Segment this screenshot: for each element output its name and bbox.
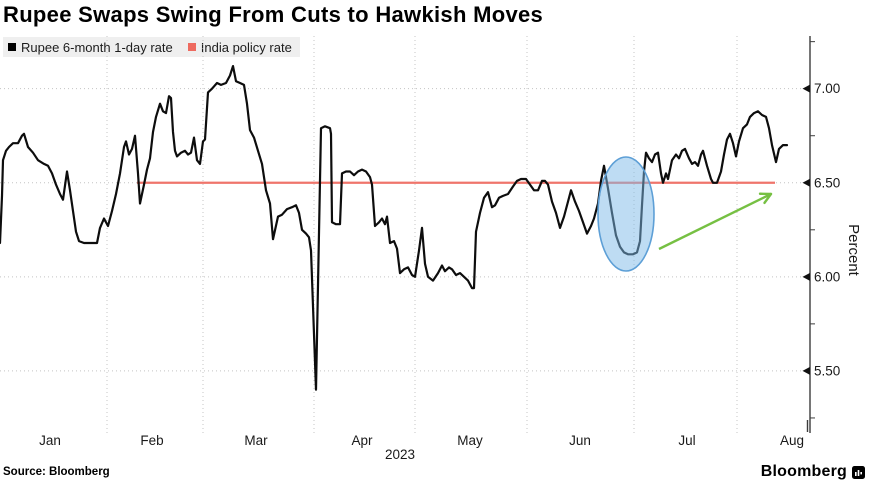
bloomberg-wordmark: Bloomberg [760, 463, 847, 480]
highlight-ellipse-annotation [597, 156, 655, 272]
source-note: Source: Bloomberg [3, 466, 110, 478]
y-axis-major-tick [802, 178, 810, 187]
legend-swatch-policy-rate-icon [187, 43, 196, 51]
y-axis-title: Percent [845, 224, 862, 277]
y-axis-major-tick [802, 84, 810, 93]
x-axis-month-label: Mar [244, 433, 268, 448]
x-axis-month-label: May [457, 433, 483, 448]
x-axis-month-label: Feb [140, 433, 163, 448]
legend-item-policy-rate: India policy rate [187, 39, 292, 55]
page-title: Rupee Swaps Swing From Cuts to Hawkish M… [3, 2, 544, 27]
x-axis-month-label: Aug [780, 433, 804, 448]
trend-arrow-head [763, 192, 773, 205]
x-axis-month-label: Jun [569, 433, 591, 448]
legend-label-rupee-rate: Rupee 6-month 1-day rate [21, 39, 173, 55]
legend-label-policy-rate: India policy rate [200, 39, 292, 55]
y-axis-tick-label: 6.00 [814, 269, 840, 284]
trend-arrow-annotation [658, 192, 772, 251]
x-axis-year-label: 2023 [385, 447, 415, 462]
y-axis-tick-label: 7.00 [814, 81, 840, 96]
chart-legend: Rupee 6-month 1-day rate India policy ra… [3, 37, 300, 57]
y-axis-major-tick [802, 366, 810, 375]
x-axis-month-label: Jan [39, 433, 61, 448]
y-axis-tick-label: 5.50 [814, 363, 840, 378]
legend-item-rupee-rate: Rupee 6-month 1-day rate [8, 40, 173, 55]
y-axis-major-tick [802, 272, 810, 281]
y-axis-tick-label: 6.50 [814, 175, 840, 190]
bloomberg-logo: Bloomberg [761, 463, 865, 481]
x-axis-month-label: Jul [678, 433, 695, 448]
x-axis-month-label: Apr [351, 433, 373, 448]
legend-swatch-rupee-rate-icon [8, 43, 16, 51]
bloomberg-terminal-icon [852, 465, 865, 479]
swap-rate-line [0, 64, 789, 391]
